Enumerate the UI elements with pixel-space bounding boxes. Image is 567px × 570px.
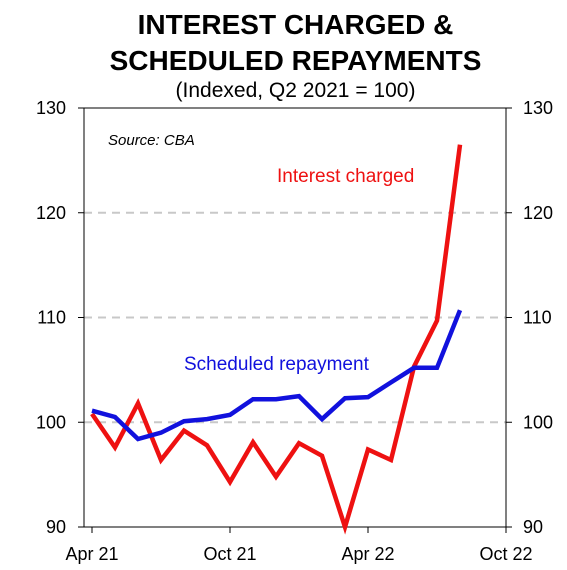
series-label-interest-charged: Interest charged [277, 166, 414, 187]
x-tick-label: Oct 22 [479, 544, 532, 564]
y-tick-label-right: 120 [523, 203, 553, 223]
y-tick-label-right: 130 [523, 98, 553, 118]
source-note: Source: CBA [108, 132, 195, 149]
y-tick-label-right: 90 [523, 517, 543, 537]
y-tick-label-right: 100 [523, 412, 553, 432]
tick-marks [78, 107, 512, 533]
x-tick-label: Oct 21 [203, 544, 256, 564]
y-tick-label-left: 90 [46, 517, 66, 537]
y-tick-label-left: 120 [36, 203, 66, 223]
series-lines [90, 144, 463, 535]
y-tick-label-right: 110 [523, 308, 552, 328]
gridlines [84, 211, 506, 424]
x-tick-label: Apr 22 [341, 544, 394, 564]
y-tick-label-left: 130 [36, 98, 66, 118]
chart-title-line-1: INTEREST CHARGED & [137, 9, 454, 40]
y-tick-label-left: 110 [37, 308, 66, 328]
y-axis-right: 90 100 110 120 130 [523, 98, 553, 537]
x-axis: Apr 21 Oct 21 Apr 22 Oct 22 [65, 544, 532, 564]
series-line-scheduled-repayment [91, 309, 463, 442]
series-line-interest-charged [90, 144, 463, 535]
series-label-scheduled-repayment: Scheduled repayment [184, 354, 370, 375]
chart-subtitle: (Indexed, Q2 2021 = 100) [175, 79, 416, 102]
y-axis-left: 90 100 110 120 130 [36, 98, 66, 537]
y-tick-label-left: 100 [36, 412, 66, 432]
chart-title-line-2: SCHEDULED REPAYMENTS [109, 45, 482, 76]
x-tick-label: Apr 21 [65, 544, 118, 564]
